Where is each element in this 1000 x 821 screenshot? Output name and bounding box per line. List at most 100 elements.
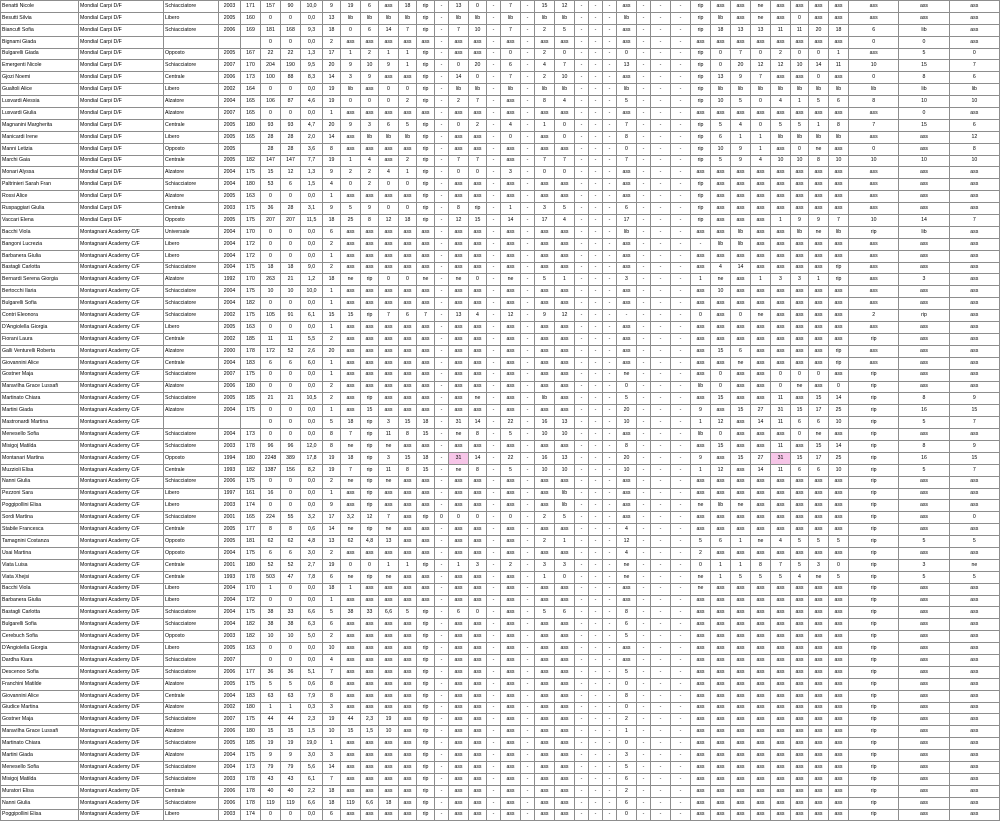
cell-match-26[interactable]: ass: [770, 261, 791, 275]
cell-points[interactable]: 33: [280, 606, 301, 620]
cell-average[interactable]: 4,8: [300, 535, 323, 548]
cell-match-23[interactable]: ass: [710, 653, 731, 667]
cell-points[interactable]: 0: [280, 321, 301, 334]
cell-match-28[interactable]: 0: [808, 47, 829, 61]
cell-total[interactable]: 40: [260, 784, 281, 798]
cell-match-29[interactable]: ass: [828, 737, 849, 751]
cell-match-3[interactable]: 12: [360, 511, 379, 525]
cell-match-25[interactable]: ass: [750, 784, 771, 798]
cell-match-31[interactable]: 5: [898, 463, 950, 477]
cell-athlete-name[interactable]: Fiorani Laura: [0, 332, 79, 346]
cell-match-11[interactable]: ass: [500, 344, 521, 358]
cell-match-14[interactable]: 0: [554, 166, 575, 180]
cell-match-18[interactable]: ass: [616, 71, 637, 85]
cell-match-2[interactable]: 119: [340, 796, 361, 810]
cell-match-10[interactable]: -: [486, 725, 501, 739]
cell-year[interactable]: 2002: [218, 332, 241, 346]
cell-match-3[interactable]: ass: [360, 701, 379, 715]
cell-match-16[interactable]: -: [588, 178, 603, 192]
cell-match-1[interactable]: 19: [322, 95, 341, 109]
cell-match-17[interactable]: -: [602, 23, 617, 37]
cell-match-4[interactable]: 4: [378, 166, 399, 180]
cell-team[interactable]: Montagnani Academy C/F: [78, 285, 164, 299]
cell-match-22[interactable]: ass: [690, 808, 711, 821]
cell-match-26[interactable]: ass: [770, 71, 791, 85]
cell-match-3[interactable]: 2: [360, 178, 379, 192]
cell-match-21[interactable]: -: [670, 451, 691, 465]
cell-match-21[interactable]: -: [670, 439, 691, 453]
cell-match-30[interactable]: rip: [847, 439, 900, 453]
cell-match-19[interactable]: -: [636, 558, 651, 572]
cell-average[interactable]: 0,0: [300, 237, 323, 251]
cell-match-12[interactable]: -: [520, 487, 535, 501]
cell-match-11[interactable]: 0: [500, 47, 521, 61]
cell-match-28[interactable]: ass: [808, 190, 829, 204]
cell-match-26[interactable]: ass: [770, 190, 791, 204]
cell-match-27[interactable]: 15: [790, 404, 809, 418]
cell-average[interactable]: 3,0: [300, 749, 323, 762]
cell-match-9[interactable]: ass: [468, 701, 487, 715]
cell-match-17[interactable]: -: [602, 665, 617, 679]
cell-match-4[interactable]: ass: [378, 772, 399, 786]
cell-match-20[interactable]: -: [650, 190, 671, 204]
cell-height[interactable]: 178: [240, 344, 261, 358]
cell-match-8[interactable]: 31: [448, 451, 469, 465]
cell-match-23[interactable]: ass: [710, 761, 731, 774]
cell-match-9[interactable]: ass: [468, 642, 487, 655]
cell-match-29[interactable]: ass: [828, 606, 849, 620]
cell-match-30[interactable]: rip: [847, 653, 900, 667]
cell-match-19[interactable]: -: [636, 463, 651, 477]
cell-match-20[interactable]: -: [650, 784, 671, 798]
cell-match-1[interactable]: 1: [322, 737, 341, 751]
cell-points[interactable]: 0: [280, 428, 301, 441]
cell-match-30[interactable]: rip: [847, 618, 900, 632]
cell-match-15[interactable]: -: [574, 511, 589, 525]
cell-match-7[interactable]: -: [434, 784, 449, 798]
cell-role[interactable]: Schiacciatore: [163, 737, 219, 751]
cell-match-28[interactable]: 17: [808, 451, 829, 465]
cell-match-11[interactable]: ass: [500, 665, 521, 679]
cell-match-27[interactable]: lib: [790, 130, 809, 144]
cell-role[interactable]: [163, 416, 219, 430]
cell-match-14[interactable]: ass: [554, 439, 575, 453]
cell-match-5[interactable]: ass: [398, 321, 417, 334]
cell-match-3[interactable]: ass: [360, 261, 379, 275]
cell-match-32[interactable]: 9: [948, 392, 1000, 406]
cell-match-32[interactable]: 10: [948, 95, 1000, 109]
cell-match-27[interactable]: ass: [790, 582, 809, 596]
cell-match-10[interactable]: -: [486, 737, 501, 751]
cell-total[interactable]: 6: [260, 356, 281, 370]
cell-match-6[interactable]: ass: [416, 404, 435, 418]
cell-team[interactable]: Montagnani Academy C/F: [78, 356, 164, 370]
cell-match-28[interactable]: ass: [808, 546, 829, 560]
cell-match-31[interactable]: ass: [898, 475, 950, 489]
cell-match-20[interactable]: -: [650, 499, 671, 513]
cell-match-12[interactable]: -: [520, 166, 535, 180]
cell-match-27[interactable]: ass: [790, 344, 809, 358]
cell-average[interactable]: 0,0: [300, 380, 323, 394]
cell-match-29[interactable]: ass: [828, 630, 849, 644]
cell-match-15[interactable]: -: [574, 214, 589, 227]
cell-match-26[interactable]: ass: [770, 321, 791, 334]
cell-role[interactable]: Schiacciatore: [163, 653, 219, 667]
cell-match-17[interactable]: -: [602, 118, 617, 132]
cell-match-28[interactable]: ass: [808, 356, 829, 370]
cell-match-13[interactable]: ass: [534, 725, 555, 739]
cell-match-12[interactable]: -: [520, 630, 535, 644]
cell-total[interactable]: 96: [260, 439, 281, 453]
cell-average[interactable]: 0,0: [300, 653, 323, 667]
cell-points[interactable]: 88: [280, 71, 301, 85]
cell-match-28[interactable]: ass: [808, 749, 829, 762]
cell-match-28[interactable]: ass: [808, 784, 829, 798]
cell-points[interactable]: 147: [280, 154, 301, 168]
table-row[interactable]: Stabile Francesca Montagnani Academy C/F C…: [0, 523, 1000, 537]
cell-match-9[interactable]: 8: [468, 463, 487, 477]
cell-match-11[interactable]: 1: [500, 202, 521, 216]
cell-match-17[interactable]: -: [602, 332, 617, 346]
cell-match-14[interactable]: 6: [554, 606, 575, 620]
cell-team[interactable]: Montagnani Academy D/F: [78, 808, 164, 821]
cell-match-11[interactable]: ass: [500, 570, 521, 584]
cell-match-13[interactable]: ass: [534, 499, 555, 513]
cell-match-22[interactable]: ass: [690, 285, 711, 299]
cell-total[interactable]: 16: [260, 487, 281, 501]
